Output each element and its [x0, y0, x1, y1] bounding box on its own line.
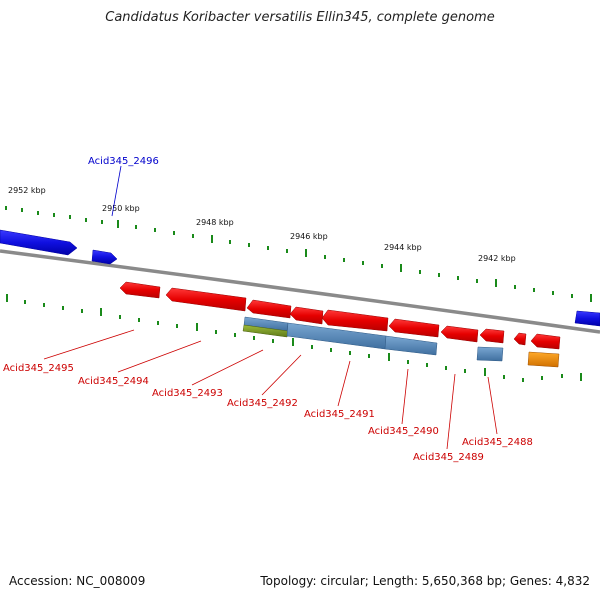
feature-other-1[interactable]	[527, 351, 560, 368]
feature-rna-1[interactable]	[242, 324, 289, 338]
label-leader-lines	[43, 165, 498, 450]
gene-acid345-2489[interactable]	[440, 325, 479, 343]
scale-label: 2950 kbp	[102, 204, 140, 213]
scale-label: 2952 kbp	[8, 186, 46, 195]
gene-label-acid345-2495: Acid345_2495	[3, 363, 74, 374]
gene-label-acid345-2492: Acid345_2492	[227, 398, 298, 409]
scale-label: 2944 kbp	[384, 243, 422, 252]
gene-acid345-2494[interactable]	[165, 287, 247, 312]
gene-label-acid345-2493: Acid345_2493	[152, 388, 223, 399]
gene-acid345-2493[interactable]	[246, 299, 292, 319]
gene-acid345-2490[interactable]	[388, 318, 440, 338]
gene-label-acid345-2491: Acid345_2491	[304, 409, 375, 420]
gene-acid345-2491[interactable]	[321, 309, 389, 332]
genome-backbone	[0, 249, 600, 334]
gene-red-right[interactable]	[530, 333, 561, 350]
gene-small-red[interactable]	[513, 332, 527, 346]
gene-forward-left[interactable]	[0, 229, 78, 256]
gene-acid345-2492[interactable]	[289, 306, 324, 325]
gene-acid345-2495[interactable]	[119, 281, 161, 299]
feature-cds-3[interactable]	[384, 335, 438, 356]
map-title: Candidatus Koribacter versatilis Ellin34…	[105, 10, 495, 25]
gene-label-acid345-2488: Acid345_2488	[462, 437, 533, 448]
scale-label: 2946 kbp	[290, 232, 328, 241]
gene-label-acid345-2489: Acid345_2489	[413, 452, 484, 463]
scale-ticks-outer	[5, 206, 592, 302]
gene-acid345-2488[interactable]	[479, 328, 505, 344]
scale-ticks-inner	[6, 294, 582, 382]
accession-text: Accession: NC_008009	[9, 574, 146, 588]
scale-label: 2948 kbp	[196, 218, 234, 227]
gene-label-acid345-2490: Acid345_2490	[368, 426, 439, 437]
topology-text: Topology: circular; Length: 5,650,368 bp…	[260, 574, 590, 588]
gene-forward-right[interactable]	[574, 310, 600, 327]
scale-label: 2942 kbp	[478, 254, 516, 263]
gene-label-acid345-2494: Acid345_2494	[78, 376, 149, 387]
gene-label-acid345-2496: Acid345_2496	[88, 156, 159, 167]
feature-cds-4[interactable]	[476, 346, 504, 362]
gene-acid345-2496[interactable]	[91, 249, 118, 265]
